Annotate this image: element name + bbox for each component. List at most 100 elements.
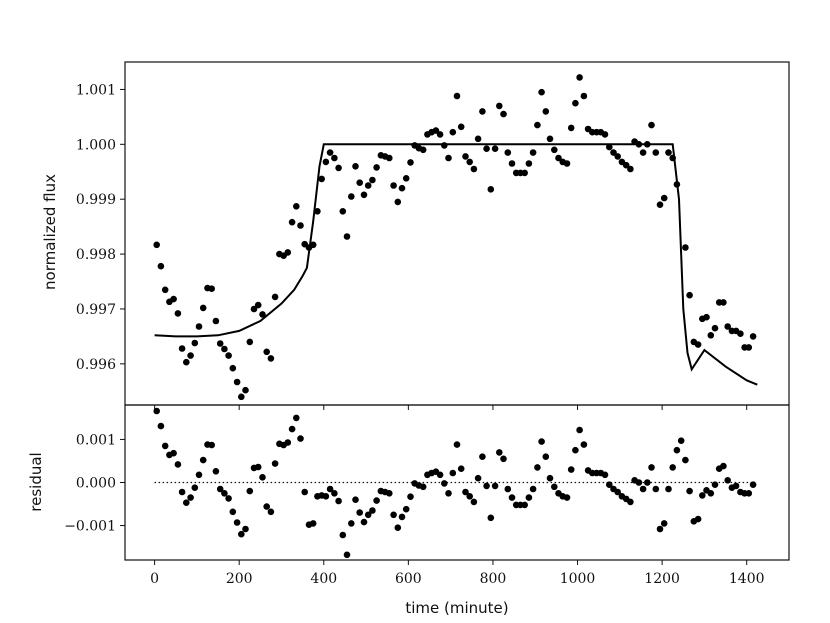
top-data-point bbox=[238, 393, 245, 401]
bottom-data-point bbox=[500, 455, 507, 463]
bottom-data-point bbox=[567, 466, 575, 473]
bottom-data-point bbox=[445, 490, 452, 497]
top-data-point bbox=[614, 153, 621, 160]
bottom-data-point bbox=[529, 485, 537, 493]
top-data-point bbox=[436, 131, 444, 138]
bottom-data-point bbox=[356, 509, 364, 516]
top-data-point bbox=[322, 158, 330, 166]
bottom-data-point bbox=[491, 482, 499, 490]
top-data-point bbox=[364, 182, 372, 189]
bottom-data-point bbox=[483, 482, 490, 490]
top-data-point bbox=[487, 186, 495, 193]
top-data-point bbox=[208, 285, 215, 293]
bottom-data-point bbox=[644, 479, 651, 486]
bottom-data-point bbox=[538, 438, 545, 445]
bottom-data-point bbox=[267, 508, 275, 516]
bottom-data-point bbox=[263, 503, 271, 510]
top-data-point bbox=[314, 208, 321, 215]
top-data-point bbox=[504, 149, 512, 156]
bottom-data-point bbox=[238, 530, 245, 538]
top-data-point bbox=[284, 249, 292, 256]
top-data-point bbox=[457, 123, 465, 131]
bottom-data-point bbox=[419, 483, 427, 491]
top-data-point bbox=[660, 194, 668, 202]
top-data-point bbox=[682, 244, 689, 251]
bottom-data-point bbox=[369, 507, 376, 514]
top-data-point bbox=[352, 163, 359, 170]
bottom-data-point bbox=[174, 461, 182, 468]
top-data-point bbox=[212, 317, 220, 325]
bottom-data-point bbox=[208, 441, 215, 449]
bottom-data-point bbox=[322, 493, 330, 500]
bottom-data-point bbox=[191, 484, 199, 492]
bottom-data-point bbox=[720, 462, 727, 470]
bottom-data-point bbox=[212, 468, 220, 475]
bottom-data-point bbox=[195, 471, 203, 479]
top-data-point bbox=[707, 332, 715, 339]
bottom-y-tick-label: 0.000 bbox=[76, 476, 116, 492]
top-data-point bbox=[639, 149, 647, 156]
bottom-data-point bbox=[284, 439, 292, 446]
bottom-data-point bbox=[542, 453, 550, 461]
top-data-point bbox=[326, 149, 334, 156]
top-data-point bbox=[216, 340, 224, 347]
bottom-data-point bbox=[466, 493, 474, 500]
top-y-tick-label: 1.001 bbox=[76, 82, 116, 98]
bottom-data-point bbox=[546, 474, 554, 482]
top-data-point bbox=[331, 154, 338, 162]
top-data-point bbox=[394, 198, 402, 206]
bottom-data-point bbox=[364, 511, 372, 519]
bottom-data-point bbox=[534, 464, 541, 471]
top-data-point bbox=[271, 293, 279, 301]
bottom-data-point bbox=[390, 511, 397, 519]
top-data-point bbox=[297, 222, 304, 229]
bottom-data-point bbox=[407, 493, 414, 501]
top-data-point bbox=[339, 208, 347, 215]
top-data-point bbox=[529, 149, 537, 156]
top-data-point bbox=[479, 108, 486, 115]
bottom-data-point bbox=[665, 485, 672, 493]
bottom-data-point bbox=[627, 498, 634, 506]
top-data-point bbox=[161, 286, 169, 294]
top-data-point bbox=[500, 110, 507, 118]
bottom-data-point bbox=[293, 414, 300, 422]
top-data-point bbox=[724, 323, 731, 330]
top-y-tick-label: 0.999 bbox=[76, 192, 116, 208]
bottom-data-point bbox=[178, 488, 186, 496]
bottom-data-point bbox=[225, 495, 232, 502]
top-data-point bbox=[432, 127, 440, 134]
bottom-data-point bbox=[635, 479, 643, 486]
top-y-tick-label: 0.998 bbox=[76, 247, 116, 263]
top-panel: 0.996 0.997 0.998 0.999 1.000 1.001 bbox=[76, 61, 790, 410]
bottom-data-point bbox=[394, 524, 402, 531]
bottom-data-point bbox=[652, 485, 660, 493]
bottom-data-point bbox=[508, 494, 516, 501]
bottom-panel: −0.001 0.000 0.001 0 200 400 600 800 1000 1200 140… bbox=[64, 404, 790, 587]
bottom-data-point bbox=[436, 471, 444, 479]
bottom-data-point bbox=[386, 490, 393, 497]
top-data-point bbox=[669, 154, 676, 162]
top-frame bbox=[124, 61, 790, 406]
bottom-data-point bbox=[521, 501, 528, 509]
bottom-data-point bbox=[474, 474, 482, 482]
x-tick-label: 0 bbox=[150, 571, 159, 587]
top-y-tick-label: 0.996 bbox=[76, 357, 116, 373]
top-data-point bbox=[157, 262, 165, 270]
bottom-data-point bbox=[457, 465, 465, 473]
top-data-point bbox=[551, 146, 558, 154]
bottom-data-point bbox=[331, 490, 338, 497]
bottom-data-point bbox=[326, 485, 334, 493]
bottom-data-point bbox=[309, 520, 317, 527]
top-data-point bbox=[546, 135, 554, 143]
bottom-data-point bbox=[462, 488, 469, 496]
top-data-point bbox=[622, 161, 630, 169]
bottom-data-point bbox=[686, 487, 693, 495]
top-data-point bbox=[174, 310, 182, 317]
bottom-data-point bbox=[639, 485, 647, 493]
top-data-point bbox=[390, 182, 397, 189]
top-data-point bbox=[402, 175, 410, 182]
bottom-data-point bbox=[572, 446, 579, 454]
bottom-data-point bbox=[170, 449, 177, 457]
bottom-y-tick-label: −0.001 bbox=[64, 519, 116, 535]
bottom-data-point bbox=[677, 437, 685, 445]
